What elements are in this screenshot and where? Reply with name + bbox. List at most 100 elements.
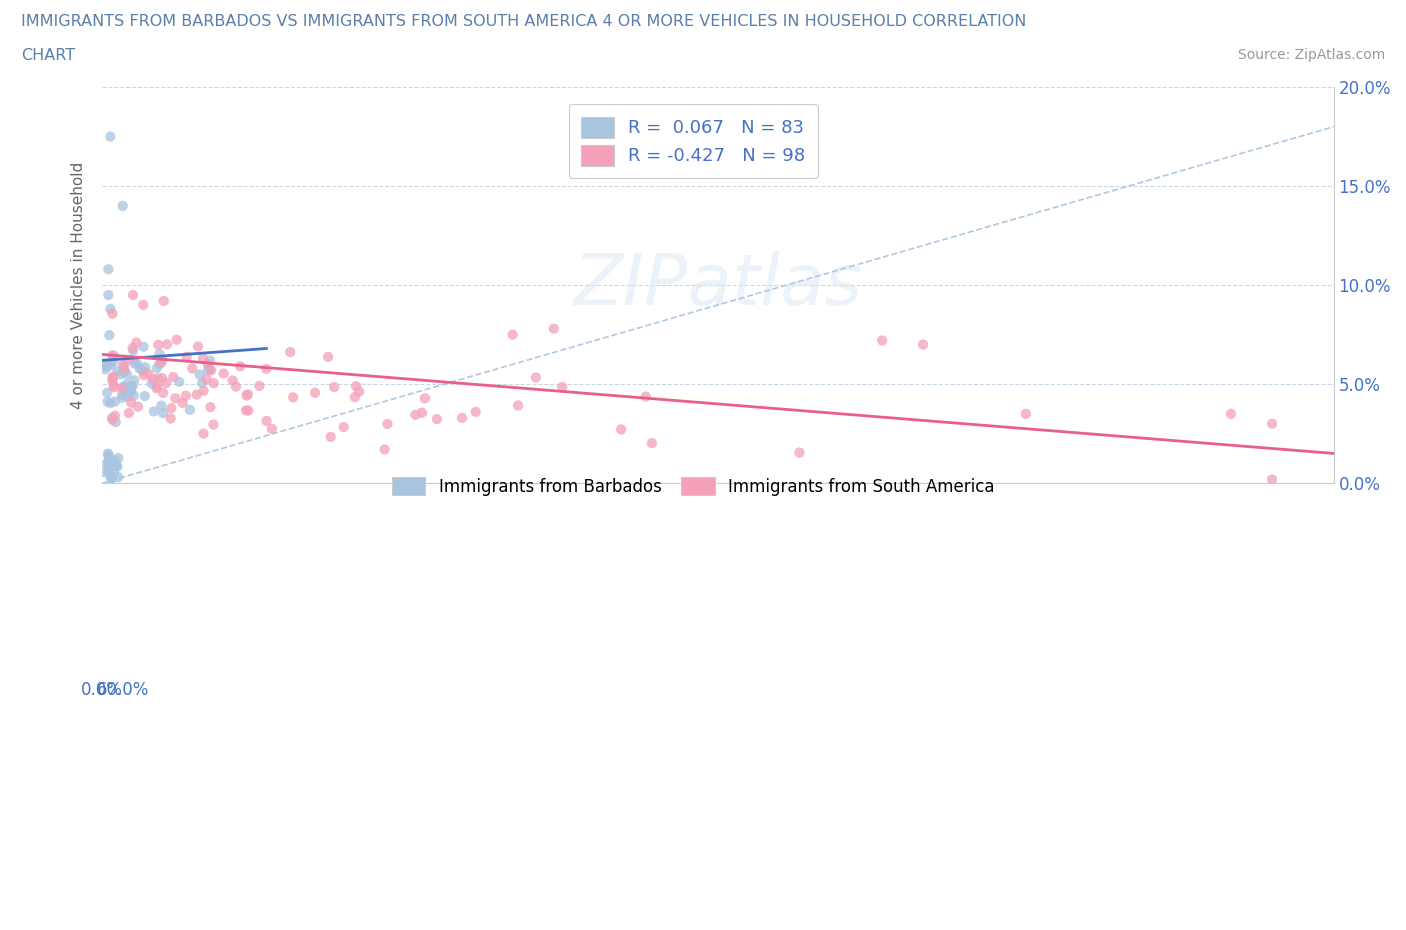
Text: CHART: CHART [21, 48, 75, 63]
Point [117, 352, 139, 367]
Point [179, 403, 201, 418]
Point [198, 353, 221, 368]
Point [125, 335, 148, 350]
Point [107, 459, 129, 474]
Point [136, 366, 159, 381]
Point [159, 411, 181, 426]
Point [319, 430, 342, 445]
Point [96, 360, 118, 375]
Point [188, 367, 211, 382]
Point [162, 369, 184, 384]
Point [111, 391, 134, 405]
Point [187, 339, 209, 354]
Point [103, 379, 125, 394]
Point [101, 374, 124, 389]
Point [97, 262, 120, 277]
Point [413, 391, 436, 405]
Point [128, 361, 150, 376]
Point [451, 410, 474, 425]
Point [104, 394, 127, 409]
Point [146, 379, 169, 394]
Point [254, 362, 277, 377]
Point [124, 373, 146, 388]
Point [260, 421, 283, 436]
Point [870, 333, 893, 348]
Point [198, 362, 221, 377]
Point [131, 363, 153, 378]
Text: 60.0%: 60.0% [97, 681, 149, 699]
Point [132, 298, 155, 312]
Point [193, 426, 215, 441]
Point [165, 391, 187, 405]
Point [108, 367, 131, 382]
Point [101, 348, 124, 363]
Point [142, 404, 165, 418]
Point [97, 394, 120, 409]
Point [103, 465, 125, 480]
Point [464, 405, 486, 419]
Point [316, 350, 339, 365]
Point [93, 465, 115, 480]
Point [134, 389, 156, 404]
Point [121, 340, 143, 355]
Point [404, 407, 426, 422]
Point [97, 455, 120, 470]
Point [377, 417, 399, 432]
Point [100, 129, 122, 144]
Point [169, 375, 191, 390]
Point [174, 389, 197, 404]
Point [146, 361, 169, 376]
Point [107, 364, 129, 379]
Point [114, 365, 136, 379]
Point [101, 306, 124, 321]
Point [100, 471, 122, 485]
Point [122, 388, 145, 403]
Point [304, 385, 326, 400]
Point [172, 395, 194, 410]
Point [112, 380, 135, 395]
Point [101, 410, 124, 425]
Point [97, 458, 120, 472]
Point [117, 390, 139, 405]
Text: 0.0%: 0.0% [82, 681, 124, 699]
Point [105, 458, 128, 473]
Point [238, 403, 260, 418]
Point [551, 379, 574, 394]
Point [236, 387, 259, 402]
Point [195, 372, 218, 387]
Point [343, 390, 366, 405]
Point [506, 398, 529, 413]
Point [150, 398, 173, 413]
Point [344, 379, 367, 393]
Point [96, 457, 118, 472]
Point [100, 471, 122, 485]
Point [127, 399, 149, 414]
Point [191, 351, 214, 365]
Point [104, 457, 127, 472]
Point [112, 357, 135, 372]
Point [97, 452, 120, 467]
Point [120, 383, 142, 398]
Point [97, 447, 120, 462]
Point [104, 408, 127, 423]
Point [98, 457, 121, 472]
Point [176, 350, 198, 365]
Point [97, 446, 120, 461]
Text: IMMIGRANTS FROM BARBADOS VS IMMIGRANTS FROM SOUTH AMERICA 4 OR MORE VEHICLES IN : IMMIGRANTS FROM BARBADOS VS IMMIGRANTS F… [21, 14, 1026, 29]
Point [97, 357, 120, 372]
Point [200, 363, 222, 378]
Point [97, 465, 120, 480]
Point [524, 370, 547, 385]
Point [221, 373, 243, 388]
Point [103, 379, 125, 393]
Point [111, 380, 134, 395]
Point [122, 287, 145, 302]
Point [1261, 472, 1284, 487]
Point [152, 386, 174, 401]
Point [145, 380, 167, 395]
Point [103, 349, 125, 364]
Point [278, 345, 301, 360]
Point [148, 356, 170, 371]
Point [125, 356, 148, 371]
Point [98, 453, 121, 468]
